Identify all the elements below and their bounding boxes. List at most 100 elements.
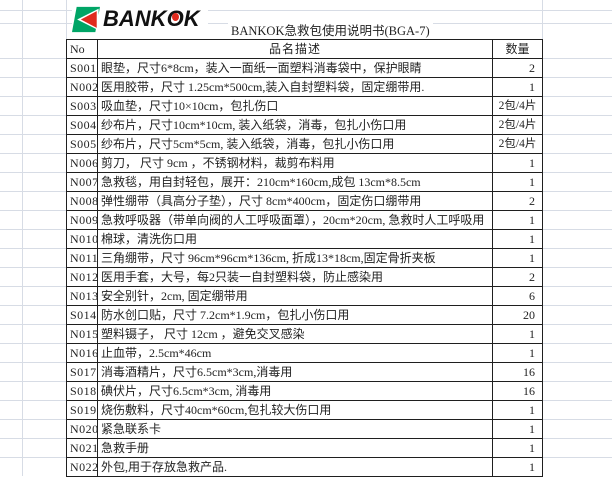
item-description-cell[interactable]: 三角绷带，尺寸 96cm*96cm*136cm, 折成13*18cm,固定骨折夹… bbox=[97, 248, 493, 268]
item-description-cell[interactable]: 医用手套，大号，每2只装一自封塑料袋，防止感染用 bbox=[97, 267, 493, 287]
item-description-cell[interactable]: 急救手册 bbox=[97, 438, 493, 458]
table-row: N022 外包,用于存放急救产品. 1 bbox=[66, 457, 543, 477]
item-description-cell[interactable]: 止血带，2.5cm*46cm bbox=[97, 343, 493, 363]
item-description-cell[interactable]: 塑料镊子， 尺寸 12cm ，避免交叉感染 bbox=[97, 324, 493, 344]
item-description-cell[interactable]: 外包,用于存放急救产品. bbox=[97, 457, 493, 477]
item-description-cell[interactable]: 纱布片，尺寸10cm*10cm, 装入纸袋，消毒，包扎小伤口用 bbox=[97, 115, 493, 135]
table-row: S017 消毒酒精片，尺寸6.5cm*3cm,消毒用 16 bbox=[66, 362, 543, 382]
table-body: S001 眼垫，尺寸6*8cm，装入一面纸一面塑料消毒袋中，保护眼睛 2 N00… bbox=[66, 58, 543, 477]
item-description-cell[interactable]: 紧急联系卡 bbox=[97, 419, 493, 439]
item-quantity-cell[interactable]: 2 bbox=[492, 267, 543, 287]
item-description-cell[interactable]: 棉球，清洗伤口用 bbox=[97, 229, 493, 249]
item-quantity-cell[interactable]: 16 bbox=[492, 362, 543, 382]
item-quantity-cell[interactable]: 2 bbox=[492, 191, 543, 211]
item-code-cell[interactable]: S018 bbox=[66, 381, 98, 401]
bankok-logo: BANKOK bbox=[72, 4, 208, 34]
item-code-cell[interactable]: N015 bbox=[66, 324, 98, 344]
item-quantity-cell[interactable]: 6 bbox=[492, 286, 543, 306]
items-table: No 品名描述 数量 S001 眼垫，尺寸6*8cm，装入一面纸一面塑料消毒袋中… bbox=[66, 39, 543, 477]
item-quantity-cell[interactable]: 2 bbox=[492, 58, 543, 78]
item-description-cell[interactable]: 消毒酒精片，尺寸6.5cm*3cm,消毒用 bbox=[97, 362, 493, 382]
item-quantity-cell[interactable]: 1 bbox=[492, 343, 543, 363]
table-row: N009 急救呼吸器（带单向阀的人工呼吸面罩），20cm*20cm, 急救时人工… bbox=[66, 210, 543, 230]
item-code-cell[interactable]: N006 bbox=[66, 153, 98, 173]
item-quantity-cell[interactable]: 1 bbox=[492, 438, 543, 458]
logo-letter-o-with-red-dot: O bbox=[166, 6, 184, 31]
item-description-cell[interactable]: 急救呼吸器（带单向阀的人工呼吸面罩），20cm*20cm, 急救时人工呼吸用 bbox=[97, 210, 493, 230]
table-row: N006 剪刀， 尺寸 9cm ，不锈钢材料，裁剪布料用 1 bbox=[66, 153, 543, 173]
item-quantity-cell[interactable]: 1 bbox=[492, 77, 543, 97]
table-row: S019 烧伤敷料，尺寸40cm*60cm,包扎较大伤口用 1 bbox=[66, 400, 543, 420]
item-code-cell[interactable]: N002 bbox=[66, 77, 98, 97]
item-quantity-cell[interactable]: 20 bbox=[492, 305, 543, 325]
bankok-logo-icon bbox=[72, 6, 100, 32]
item-code-cell[interactable]: N009 bbox=[66, 210, 98, 230]
item-quantity-cell[interactable]: 1 bbox=[492, 153, 543, 173]
item-description-cell[interactable]: 剪刀， 尺寸 9cm ，不锈钢材料，裁剪布料用 bbox=[97, 153, 493, 173]
item-code-cell[interactable]: N008 bbox=[66, 191, 98, 211]
table-row: N015 塑料镊子， 尺寸 12cm ，避免交叉感染 1 bbox=[66, 324, 543, 344]
item-code-cell[interactable]: S005 bbox=[66, 134, 98, 154]
column-header-qty[interactable]: 数量 bbox=[492, 39, 543, 59]
item-quantity-cell[interactable]: 1 bbox=[492, 248, 543, 268]
table-row: S005 纱布片，尺寸5cm*5cm, 装入纸袋，消毒，包扎小伤口用 2包/4片 bbox=[66, 134, 543, 154]
item-code-cell[interactable]: N012 bbox=[66, 267, 98, 287]
page-title: BANKOK急救包使用说明书(BGA-7) bbox=[228, 20, 433, 39]
item-quantity-cell[interactable]: 1 bbox=[492, 324, 543, 344]
item-code-cell[interactable]: S003 bbox=[66, 96, 98, 116]
table-row: N020 紧急联系卡 1 bbox=[66, 419, 543, 439]
table-row: N013 安全别针，2cm, 固定绷带用 6 bbox=[66, 286, 543, 306]
item-quantity-cell[interactable]: 1 bbox=[492, 172, 543, 192]
column-header-no[interactable]: No bbox=[66, 39, 98, 59]
table-row: N007 急救毯，用自封轻包，展开：210cm*160cm,成包 13cm*8.… bbox=[66, 172, 543, 192]
table-row: N012 医用手套，大号，每2只装一自封塑料袋，防止感染用 2 bbox=[66, 267, 543, 287]
item-description-cell[interactable]: 安全别针，2cm, 固定绷带用 bbox=[97, 286, 493, 306]
item-code-cell[interactable]: N016 bbox=[66, 343, 98, 363]
item-code-cell[interactable]: N020 bbox=[66, 419, 98, 439]
item-description-cell[interactable]: 防水创口贴，尺寸 7.2cm*1.9cm，包扎小伤口用 bbox=[97, 305, 493, 325]
item-code-cell[interactable]: N022 bbox=[66, 457, 98, 477]
item-quantity-cell[interactable]: 1 bbox=[492, 229, 543, 249]
table-row: S001 眼垫，尺寸6*8cm，装入一面纸一面塑料消毒袋中，保护眼睛 2 bbox=[66, 58, 543, 78]
column-header-desc[interactable]: 品名描述 bbox=[97, 39, 493, 59]
gridline-right-margin bbox=[543, 40, 612, 476]
item-code-cell[interactable]: N013 bbox=[66, 286, 98, 306]
table-row: S004 纱布片，尺寸10cm*10cm, 装入纸袋，消毒，包扎小伤口用 2包/… bbox=[66, 115, 543, 135]
item-code-cell[interactable]: N021 bbox=[66, 438, 98, 458]
item-quantity-cell[interactable]: 1 bbox=[492, 419, 543, 439]
table-row: S018 碘伏片，尺寸6.5cm*3cm, 消毒用 16 bbox=[66, 381, 543, 401]
bankok-logo-text: BANKOK bbox=[103, 6, 200, 31]
item-quantity-cell[interactable]: 2包/4片 bbox=[492, 134, 543, 154]
item-description-cell[interactable]: 急救毯，用自封轻包，展开：210cm*160cm,成包 13cm*8.5cm bbox=[97, 172, 493, 192]
item-description-cell[interactable]: 碘伏片，尺寸6.5cm*3cm, 消毒用 bbox=[97, 381, 493, 401]
item-code-cell[interactable]: S017 bbox=[66, 362, 98, 382]
table-row: N016 止血带，2.5cm*46cm 1 bbox=[66, 343, 543, 363]
item-description-cell[interactable]: 眼垫，尺寸6*8cm，装入一面纸一面塑料消毒袋中，保护眼睛 bbox=[97, 58, 493, 78]
item-quantity-cell[interactable]: 2包/4片 bbox=[492, 115, 543, 135]
item-code-cell[interactable]: S014 bbox=[66, 305, 98, 325]
item-description-cell[interactable]: 吸血垫，尺寸10×10cm，包扎伤口 bbox=[97, 96, 493, 116]
item-description-cell[interactable]: 医用胶带，尺寸 1.25cm*500cm,装入自封塑料袋，固定绷带用. bbox=[97, 77, 493, 97]
item-quantity-cell[interactable]: 1 bbox=[492, 457, 543, 477]
table-row: N010 棉球，清洗伤口用 1 bbox=[66, 229, 543, 249]
gridline-left-margin bbox=[0, 40, 66, 476]
table-row: S003 吸血垫，尺寸10×10cm，包扎伤口 2包/4片 bbox=[66, 96, 543, 116]
table-row: N021 急救手册 1 bbox=[66, 438, 543, 458]
table-row: S014 防水创口贴，尺寸 7.2cm*1.9cm，包扎小伤口用 20 bbox=[66, 305, 543, 325]
item-code-cell[interactable]: S019 bbox=[66, 400, 98, 420]
item-code-cell[interactable]: N011 bbox=[66, 248, 98, 268]
item-quantity-cell[interactable]: 1 bbox=[492, 210, 543, 230]
item-description-cell[interactable]: 纱布片，尺寸5cm*5cm, 装入纸袋，消毒，包扎小伤口用 bbox=[97, 134, 493, 154]
item-description-cell[interactable]: 烧伤敷料，尺寸40cm*60cm,包扎较大伤口用 bbox=[97, 400, 493, 420]
table-header-row: No 品名描述 数量 bbox=[66, 39, 543, 59]
item-code-cell[interactable]: S004 bbox=[66, 115, 98, 135]
table-row: N008 弹性绷带（具高分子垫），尺寸 8cm*400cm，固定伤口绷带用 2 bbox=[66, 191, 543, 211]
item-quantity-cell[interactable]: 2包/4片 bbox=[492, 96, 543, 116]
item-quantity-cell[interactable]: 16 bbox=[492, 381, 543, 401]
gridline-vertical bbox=[542, 0, 543, 40]
item-quantity-cell[interactable]: 1 bbox=[492, 400, 543, 420]
item-code-cell[interactable]: N007 bbox=[66, 172, 98, 192]
item-code-cell[interactable]: S001 bbox=[66, 58, 98, 78]
item-description-cell[interactable]: 弹性绷带（具高分子垫），尺寸 8cm*400cm，固定伤口绷带用 bbox=[97, 191, 493, 211]
item-code-cell[interactable]: N010 bbox=[66, 229, 98, 249]
